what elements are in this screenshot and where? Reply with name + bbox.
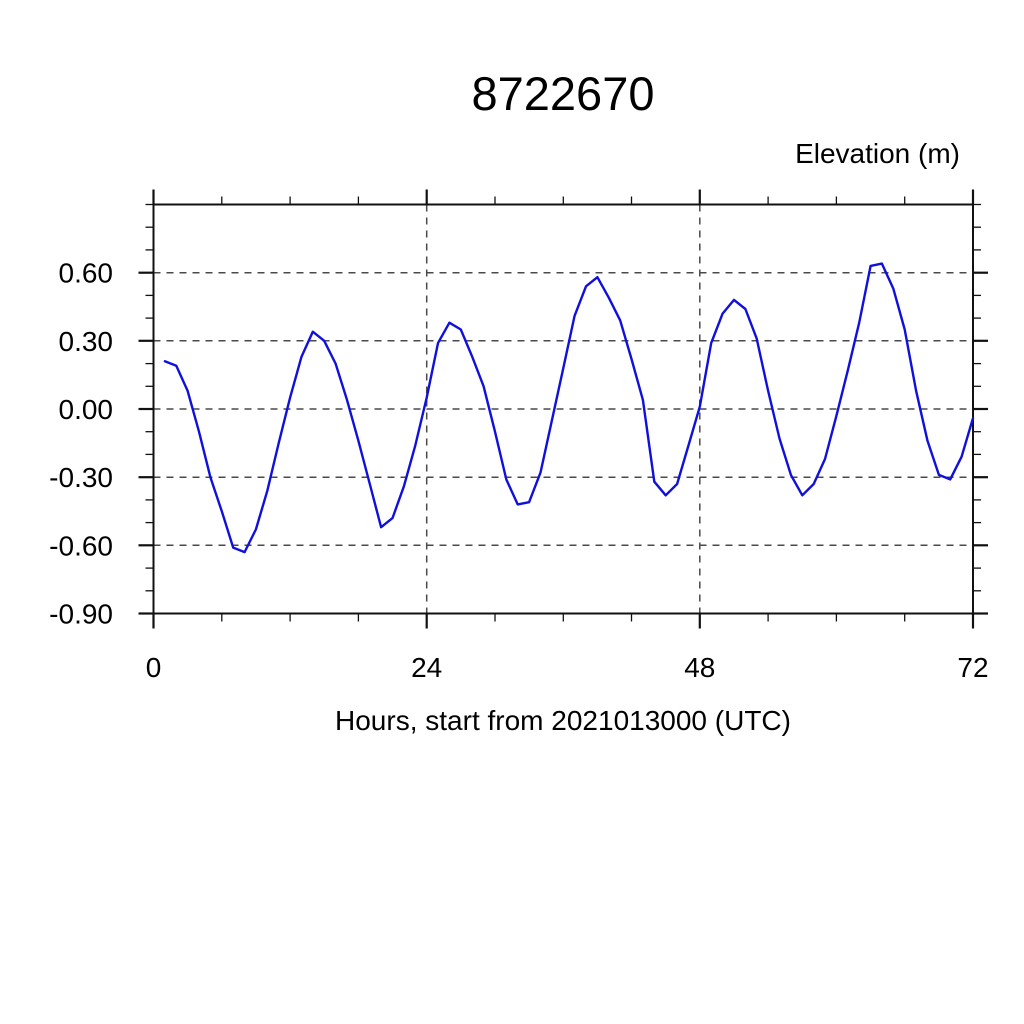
- chart-title: 8722670: [472, 67, 655, 120]
- x-tick-label: 0: [146, 652, 162, 683]
- y-tick-label: 0.60: [59, 258, 114, 289]
- y-tick-label: 0.30: [59, 326, 114, 357]
- y-tick-label: 0.00: [59, 394, 114, 425]
- x-tick-label: 72: [957, 652, 988, 683]
- x-tick-label: 48: [684, 652, 715, 683]
- y-tick-label: -0.60: [49, 530, 113, 561]
- elevation-curve: [163, 262, 975, 554]
- chart-layer: 0 24 48 72 0.60 0.30 0.00 -0.30 -0.60 -0.90: [49, 189, 989, 683]
- x-tick-label: 24: [411, 652, 442, 683]
- y-tick-label: -0.30: [49, 462, 113, 493]
- x-axis-label: Hours, start from 2021013000 (UTC): [335, 705, 791, 736]
- plot-frame: [152, 203, 974, 615]
- y-tick-label: -0.90: [49, 599, 113, 630]
- y-axis-label: Elevation (m): [795, 138, 960, 169]
